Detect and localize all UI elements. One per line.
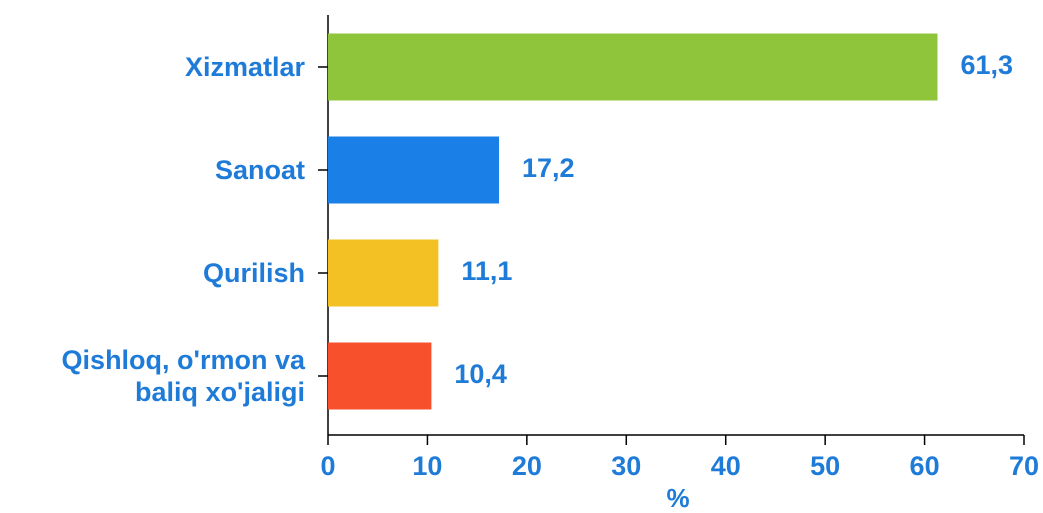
x-tick-label: 30 bbox=[611, 451, 641, 481]
x-tick-label: 40 bbox=[711, 451, 741, 481]
value-label: 61,3 bbox=[960, 50, 1013, 80]
y-tick-label: Sanoat bbox=[214, 155, 305, 185]
bar bbox=[328, 33, 938, 101]
bar bbox=[328, 239, 439, 307]
x-tick-label: 20 bbox=[512, 451, 542, 481]
x-axis-label: % bbox=[666, 483, 689, 513]
value-label: 17,2 bbox=[522, 153, 575, 183]
y-tick-label: Qishloq, o'rmon va baliq xo'jaligi bbox=[61, 345, 305, 407]
x-tick-label: 70 bbox=[1009, 451, 1039, 481]
x-tick-label: 0 bbox=[320, 451, 335, 481]
value-label: 10,4 bbox=[454, 359, 507, 389]
x-tick-label: 60 bbox=[910, 451, 940, 481]
bar bbox=[328, 342, 432, 410]
x-tick-label: 50 bbox=[810, 451, 840, 481]
x-tick-label: 10 bbox=[412, 451, 442, 481]
bar bbox=[328, 136, 500, 204]
y-tick-label: Qurilish bbox=[202, 258, 305, 288]
value-label: 11,1 bbox=[461, 256, 512, 286]
y-tick-label: Xizmatlar bbox=[184, 52, 305, 82]
